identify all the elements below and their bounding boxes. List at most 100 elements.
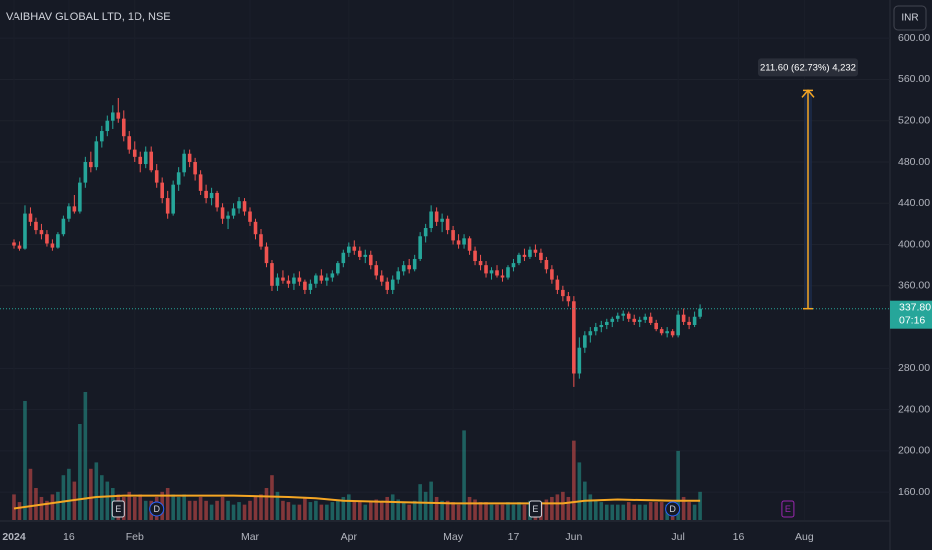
volume-bar: [594, 500, 598, 520]
volume-bar: [89, 468, 93, 520]
candle-body: [198, 174, 203, 191]
volume-bar: [275, 491, 280, 520]
volume-bar: [176, 496, 181, 520]
candle-body: [440, 218, 444, 222]
candle-body: [418, 236, 422, 259]
volume-bar: [226, 500, 230, 520]
candle-body: [176, 172, 181, 185]
candle-body: [154, 170, 159, 183]
volume-bar: [67, 468, 71, 520]
candle-body: [72, 206, 77, 212]
currency-label[interactable]: INR: [901, 13, 918, 24]
volume-bar: [434, 496, 439, 520]
candle-body: [297, 277, 302, 282]
volume-bar: [187, 500, 192, 520]
candle-body: [506, 267, 510, 278]
candle-body: [308, 283, 313, 290]
candle-body: [264, 246, 269, 264]
candle-body: [187, 153, 192, 162]
volume-bar: [308, 502, 313, 520]
candle-body: [110, 112, 115, 121]
candle-body: [336, 263, 340, 274]
volume-bar: [292, 504, 296, 520]
candle-body: [654, 322, 658, 330]
volume-bar: [303, 496, 307, 520]
x-tick-label: Mar: [241, 531, 260, 543]
candle-body: [456, 240, 461, 245]
candle-body: [12, 242, 16, 246]
volume-bar: [50, 494, 55, 520]
volume-bar: [511, 504, 516, 520]
volume-bar: [687, 502, 691, 520]
volume-bar: [604, 504, 609, 520]
candle-body: [643, 316, 648, 320]
volume-bar: [467, 496, 472, 520]
candle-body: [500, 275, 505, 278]
candle-body: [390, 279, 395, 290]
volume-bar: [500, 504, 505, 520]
volume-bar: [45, 500, 49, 520]
volume-bar: [12, 494, 16, 520]
candle-body: [39, 230, 44, 235]
event-marker: [665, 501, 681, 517]
volume-bar: [681, 496, 686, 520]
volume-bar: [698, 491, 702, 520]
candle-body: [401, 265, 406, 272]
candle-body: [379, 275, 384, 282]
volume-bar: [495, 504, 499, 520]
candle-body: [319, 275, 324, 281]
volume-bar: [220, 496, 225, 520]
measure-arrow: [801, 89, 815, 98]
candle-body: [374, 265, 379, 276]
x-tick-label: Jun: [565, 531, 582, 543]
volume-bar: [473, 499, 477, 520]
candle-body: [632, 318, 637, 322]
candle-body: [462, 238, 466, 245]
y-tick-label: 440.00: [898, 197, 930, 209]
volume-bar: [319, 504, 324, 520]
event-label: D: [669, 504, 676, 514]
volume-bar: [561, 491, 565, 520]
volume-bar: [209, 504, 214, 520]
candle-body: [56, 234, 60, 248]
currency-button[interactable]: [893, 5, 927, 31]
candle-body: [78, 182, 82, 212]
candle-body: [511, 263, 516, 268]
candle-body: [182, 153, 186, 173]
candle-body: [583, 335, 587, 348]
volume-bar: [171, 494, 175, 520]
volume-bar: [456, 504, 461, 520]
candle-body: [314, 275, 318, 284]
candle-body: [522, 254, 527, 257]
volume-bar: [396, 499, 401, 520]
volume-bar: [341, 496, 346, 520]
candle-body: [193, 161, 197, 175]
candle-body: [143, 151, 148, 165]
volume-bar: [462, 430, 466, 520]
volume-bar: [489, 504, 494, 520]
candle-body: [105, 120, 110, 132]
countdown-label: 07:16: [899, 314, 925, 326]
candle-body: [270, 263, 274, 286]
candle-body: [67, 206, 71, 219]
volume-bar: [451, 502, 455, 520]
volume-bar: [659, 502, 664, 520]
volume-bar: [506, 502, 510, 520]
candle-body: [275, 277, 280, 286]
candle-body: [17, 245, 22, 249]
candle-body: [368, 254, 373, 266]
candle-body: [248, 211, 252, 222]
volume-bar: [325, 504, 329, 520]
candle-body: [89, 161, 93, 168]
candle-body: [407, 265, 411, 270]
candle-body: [259, 234, 263, 247]
event-marker: [781, 500, 795, 518]
volume-bar: [648, 502, 653, 520]
candle-body: [61, 218, 66, 235]
candle-body: [165, 198, 170, 214]
volume-bar: [248, 500, 252, 520]
volume-bar: [357, 502, 362, 520]
volume-bar: [374, 499, 379, 520]
candle-body: [215, 192, 219, 208]
candle-body: [539, 252, 543, 260]
